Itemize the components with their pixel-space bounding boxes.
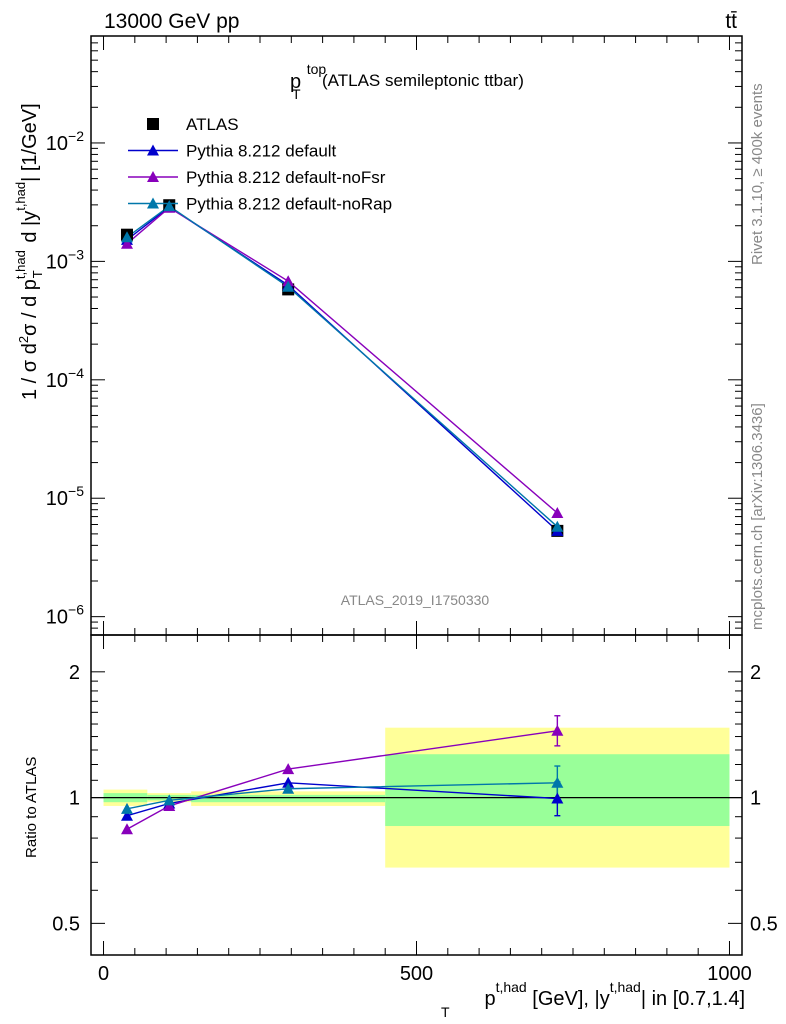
uncertainty-band-green-2 (191, 794, 386, 803)
plot-title-base: p (290, 71, 301, 93)
plot-title-sup: top (307, 61, 327, 77)
ratio-series-line-1 (126, 730, 558, 830)
x-axis-label: pt,had [GeV], |yt,had| in [0.7,1.4] (484, 979, 745, 1010)
ratio-data-point-1-3 (551, 724, 564, 736)
energy-label: 13000 GeV pp (104, 10, 239, 33)
main-y-tick-label: 10−4 (46, 365, 84, 392)
legend-label-2: Pythia 8.212 default-noFsr (186, 168, 386, 187)
ratio-data-point-0-3 (551, 792, 564, 804)
main-data-point-3-2 (282, 280, 295, 292)
plot-title: p top (290, 61, 326, 93)
ratio-data-point-2-2 (282, 782, 295, 794)
main-data-point-3-3 (551, 520, 564, 532)
main-data-point-2-3 (551, 507, 564, 519)
ratio-y-tick-label-right: 1 (750, 788, 761, 810)
main-series-line-1 (126, 206, 558, 532)
ratio-data-point-1-1 (163, 799, 176, 811)
main-data-point-2-2 (282, 275, 295, 287)
ratio-series-line-0 (126, 782, 558, 817)
ratio-data-point-2-3 (551, 776, 564, 788)
legend-marker-2 (147, 171, 159, 182)
ratio-y-tick-label-left: 1 (69, 788, 80, 810)
ratio-y-tick-label-left: 2 (69, 662, 80, 684)
main-series-line-2 (126, 206, 558, 514)
ratio-series-line-2 (126, 782, 558, 810)
main-y-tick-label: 10−6 (46, 602, 84, 629)
analysis-watermark: ATLAS_2019_I1750330 (341, 592, 490, 608)
x-tick-label: 0 (98, 963, 109, 985)
legend-marker-3 (147, 197, 159, 209)
x-axis-label-sub: T (441, 1004, 450, 1020)
ratio-data-point-2-0 (120, 802, 133, 814)
main-y-tick-label: 10−5 (46, 483, 84, 510)
legend-label-3: Pythia 8.212 default-noRap (186, 195, 392, 214)
ratio-data-point-0-2 (282, 776, 295, 788)
main-y-tick-label: 10−3 (46, 246, 84, 273)
main-y-tick-label: 10−2 (46, 128, 84, 155)
main-y-axis-label: 1 / σ d2σ / d pt,had T d |yt,had| [1/GeV] (13, 103, 45, 400)
ratio-data-point-1-2 (282, 763, 295, 775)
main-data-point-3-1 (163, 200, 176, 212)
ratio-data-point-2-1 (163, 794, 176, 806)
main-series-line-3 (126, 205, 558, 528)
legend-label-1: Pythia 8.212 default (186, 142, 337, 161)
ratio-y-tick-label-right: 2 (750, 662, 761, 684)
main-data-point-2-0 (120, 237, 133, 249)
ratio-y-tick-label-right: 0.5 (750, 913, 778, 935)
ratio-y-tick-label-left: 0.5 (52, 913, 80, 935)
main-data-point-3-0 (120, 231, 133, 243)
process-label: tt̄ (725, 10, 737, 33)
x-tick-label: 500 (400, 963, 433, 985)
plot-title-sub: T (292, 86, 301, 102)
mcplots-label: mcplots.cern.ch [arXiv:1306.3436] (749, 403, 766, 630)
ratio-data-point-1-0 (120, 823, 133, 835)
legend-marker-atlas (147, 118, 159, 130)
legend-marker-1 (147, 144, 159, 156)
ratio-data-point-0-0 (120, 809, 133, 821)
plot-title-rest: (ATLAS semileptonic ttbar) (322, 71, 524, 90)
rivet-label: Rivet 3.1.10, ≥ 400k events (749, 83, 766, 265)
x-tick-label: 1000 (707, 963, 752, 985)
legend-label-0: ATLAS (186, 115, 239, 134)
ratio-y-axis-label: Ratio to ATLAS (23, 757, 40, 858)
